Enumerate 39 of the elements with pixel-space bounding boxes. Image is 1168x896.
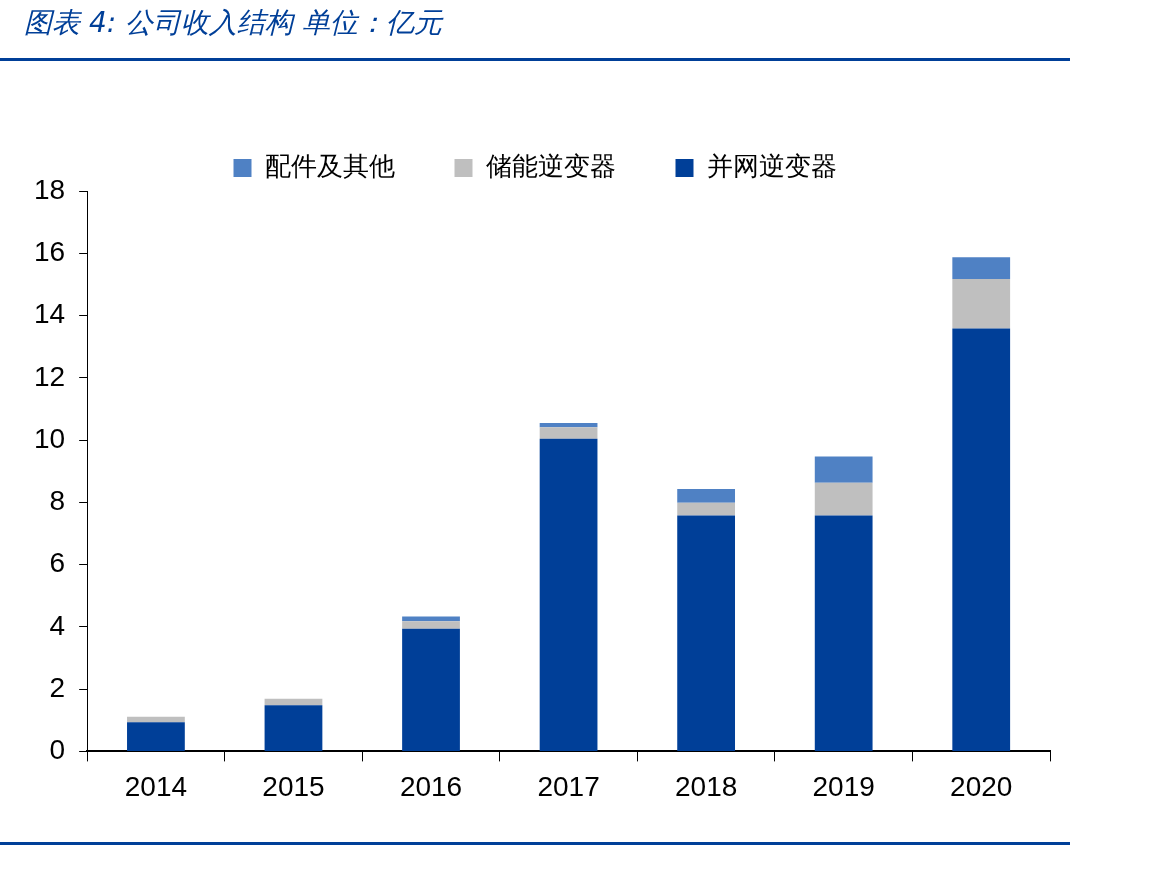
y-tick-label: 18 (33, 173, 66, 205)
y-tick-label: 10 (33, 422, 66, 454)
bar (264, 698, 323, 706)
bar (677, 515, 736, 751)
bar (127, 722, 185, 751)
y-tick-label: 2 (49, 671, 66, 703)
bar (677, 488, 736, 503)
y-tick-label: 6 (49, 547, 66, 579)
legend-label: 储能逆变器 (485, 150, 616, 181)
bar (402, 628, 460, 751)
chart-title: 图表 4: 公司收入结构 单位：亿元 (24, 5, 442, 41)
bar (677, 502, 736, 516)
bar (952, 257, 1011, 280)
x-tick-label: 2020 (950, 770, 1013, 802)
y-tick-label: 16 (33, 235, 66, 267)
legend-label: 并网逆变器 (706, 150, 837, 181)
bar (952, 328, 1011, 751)
x-tick-label: 2018 (674, 770, 738, 802)
bar (539, 438, 598, 751)
y-tick-label: 14 (33, 298, 66, 330)
x-tick-label: 2015 (262, 770, 325, 802)
y-tick-label: 4 (49, 609, 66, 641)
bar (539, 422, 598, 428)
bar (127, 716, 185, 723)
y-tick-label: 0 (49, 734, 66, 766)
x-tick-label: 2017 (537, 770, 600, 802)
x-tick-label: 2014 (124, 770, 188, 802)
y-tick-label: 8 (49, 485, 66, 517)
x-tick-label: 2016 (399, 770, 463, 802)
bar (539, 427, 598, 439)
bar (264, 705, 323, 751)
bar (814, 482, 873, 516)
bar (402, 621, 460, 629)
legend-label: 配件及其他 (264, 150, 395, 181)
bar (952, 279, 1011, 329)
bar (814, 456, 873, 483)
y-tick-label: 12 (33, 360, 66, 392)
x-tick-label: 2019 (812, 770, 875, 802)
bar (814, 515, 873, 751)
